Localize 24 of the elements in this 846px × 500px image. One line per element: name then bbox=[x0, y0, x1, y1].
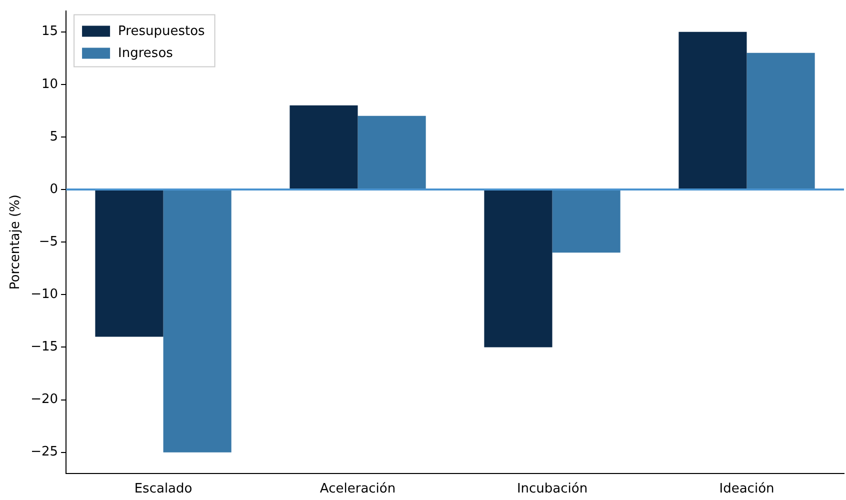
bar bbox=[746, 52, 815, 190]
bar bbox=[678, 32, 747, 190]
bar bbox=[95, 190, 164, 337]
y-tick-label: −10 bbox=[30, 287, 58, 302]
x-tick-label: Escalado bbox=[134, 482, 192, 497]
y-tick-label: −15 bbox=[30, 340, 58, 355]
legend-label: Presupuestos bbox=[118, 24, 206, 40]
bar bbox=[290, 105, 358, 190]
y-tick-label: 5 bbox=[50, 129, 58, 144]
y-tick-label: −20 bbox=[30, 392, 58, 408]
y-tick-label: 15 bbox=[41, 24, 58, 40]
y-tick-label: −25 bbox=[30, 444, 58, 460]
y-tick-label: 10 bbox=[41, 76, 58, 92]
x-tick-label: Aceleración bbox=[320, 482, 396, 497]
bar bbox=[163, 190, 232, 452]
x-tick-label: Incubación bbox=[516, 482, 588, 497]
bar bbox=[358, 116, 426, 190]
x-tick-label: Ideación bbox=[719, 482, 774, 497]
bar bbox=[552, 190, 620, 253]
y-tick-label: −5 bbox=[38, 234, 58, 250]
bar bbox=[484, 190, 552, 348]
y-tick-label: 0 bbox=[50, 182, 58, 197]
y-axis-title: Porcentaje (%) bbox=[8, 194, 24, 290]
legend-label: Ingresos bbox=[118, 46, 174, 62]
